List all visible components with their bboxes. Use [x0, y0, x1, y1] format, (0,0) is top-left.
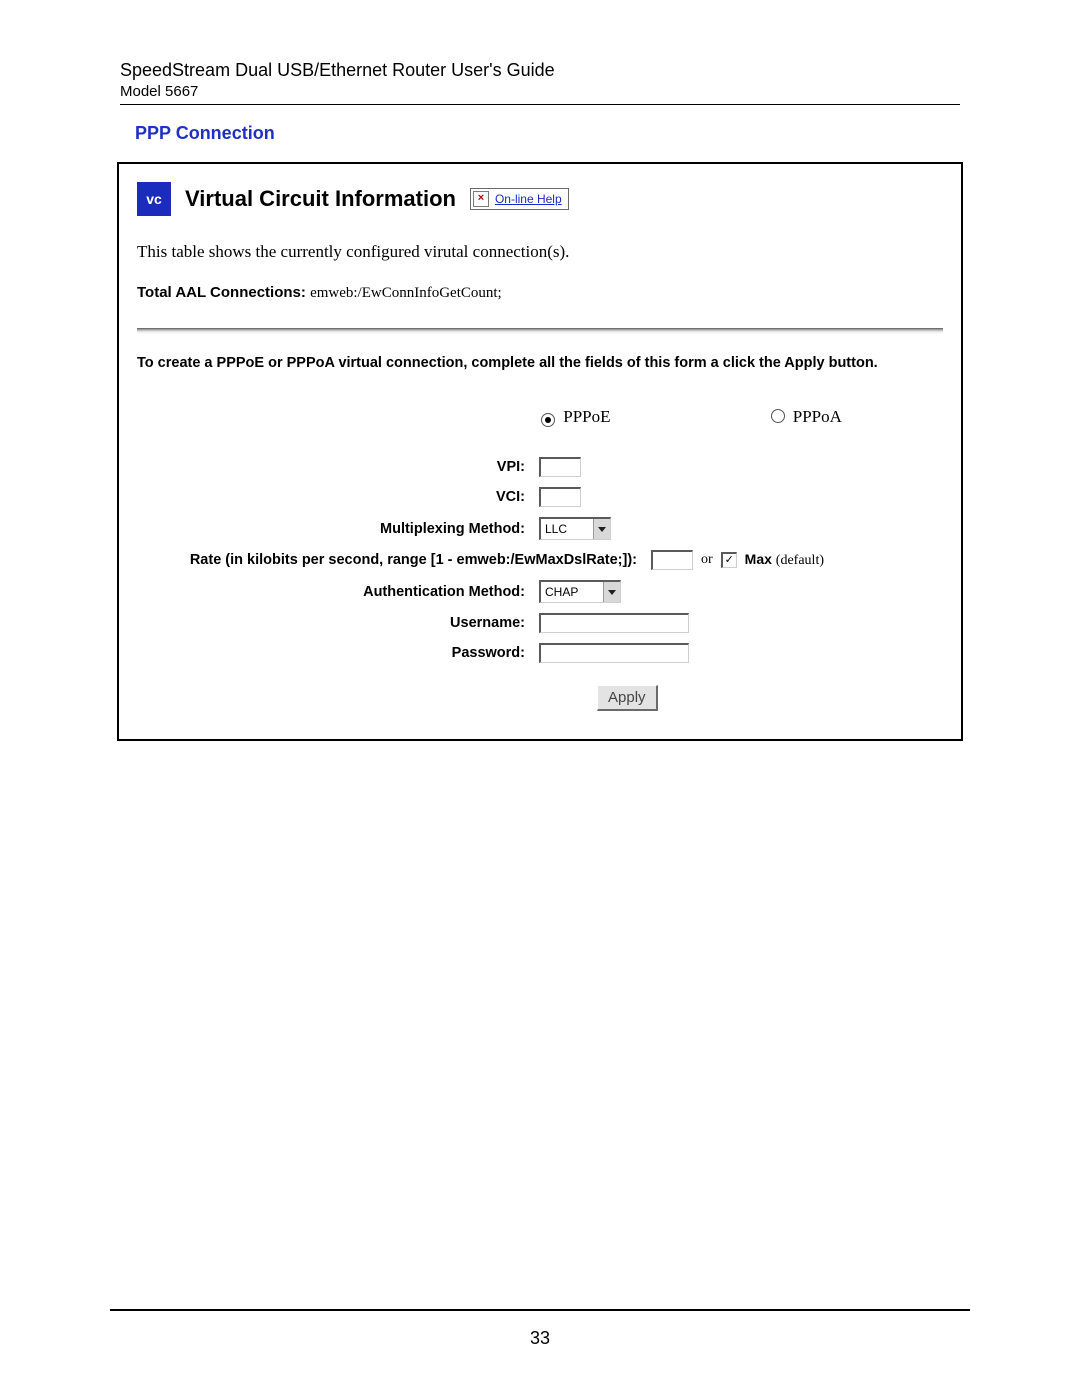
radio-pppoa-label: PPPoA [793, 407, 842, 426]
instructions: To create a PPPoE or PPPoA virtual conne… [137, 355, 943, 371]
doc-title: SpeedStream Dual USB/Ethernet Router Use… [120, 60, 960, 81]
page-number: 33 [0, 1328, 1080, 1349]
panel-titlebar: vc Virtual Circuit Information × On-line… [137, 182, 943, 216]
mux-select[interactable]: LLC [539, 517, 611, 540]
max-label: Max [745, 551, 772, 567]
ppp-form: PPPoE PPPoA VPI: VCI: Mul [137, 407, 943, 711]
mux-label: Multiplexing Method: [137, 521, 525, 537]
total-value: emweb:/EwConnInfoGetCount; [310, 285, 502, 301]
online-help-text: On-line Help [495, 192, 562, 206]
max-checkbox[interactable]: ✓ [721, 552, 737, 568]
footer-rule [110, 1309, 970, 1311]
mux-select-value: LLC [541, 522, 593, 536]
default-label: (default) [776, 553, 824, 568]
section-heading: PPP Connection [135, 123, 960, 144]
vpi-input[interactable] [539, 457, 581, 477]
vpi-label: VPI: [137, 459, 525, 475]
doc-model: Model 5667 [120, 83, 960, 100]
apply-button[interactable]: Apply [597, 685, 658, 711]
total-label: Total AAL Connections: [137, 284, 306, 301]
radio-pppoa[interactable]: PPPoA [771, 407, 842, 427]
radio-pppoe-label: PPPoE [563, 407, 610, 426]
broken-image-icon: × [473, 191, 489, 207]
protocol-row: PPPoE PPPoA [541, 407, 943, 427]
radio-icon [771, 409, 785, 423]
chevron-down-icon [593, 519, 610, 539]
password-label: Password: [137, 645, 525, 661]
rate-label: Rate (in kilobits per second, range [1 -… [137, 552, 637, 568]
online-help-link[interactable]: × On-line Help [470, 188, 569, 210]
auth-select-value: CHAP [541, 585, 603, 599]
vci-label: VCI: [137, 489, 525, 505]
vc-panel: vc Virtual Circuit Information × On-line… [117, 162, 963, 741]
username-label: Username: [137, 615, 525, 631]
auth-label: Authentication Method: [137, 584, 525, 600]
vc-badge-icon: vc [137, 182, 171, 216]
vci-input[interactable] [539, 487, 581, 507]
panel-title: Virtual Circuit Information [185, 186, 456, 212]
header-rule [120, 104, 960, 105]
rate-or: or [701, 552, 713, 568]
intro-text: This table shows the currently configure… [137, 242, 943, 262]
rate-input[interactable] [651, 550, 693, 570]
username-input[interactable] [539, 613, 689, 633]
chevron-down-icon [603, 582, 620, 602]
radio-icon [541, 413, 555, 427]
divider [137, 328, 943, 335]
total-connections: Total AAL Connections: emweb:/EwConnInfo… [137, 284, 943, 302]
auth-select[interactable]: CHAP [539, 580, 621, 603]
password-input[interactable] [539, 643, 689, 663]
radio-pppoe[interactable]: PPPoE [541, 407, 611, 427]
